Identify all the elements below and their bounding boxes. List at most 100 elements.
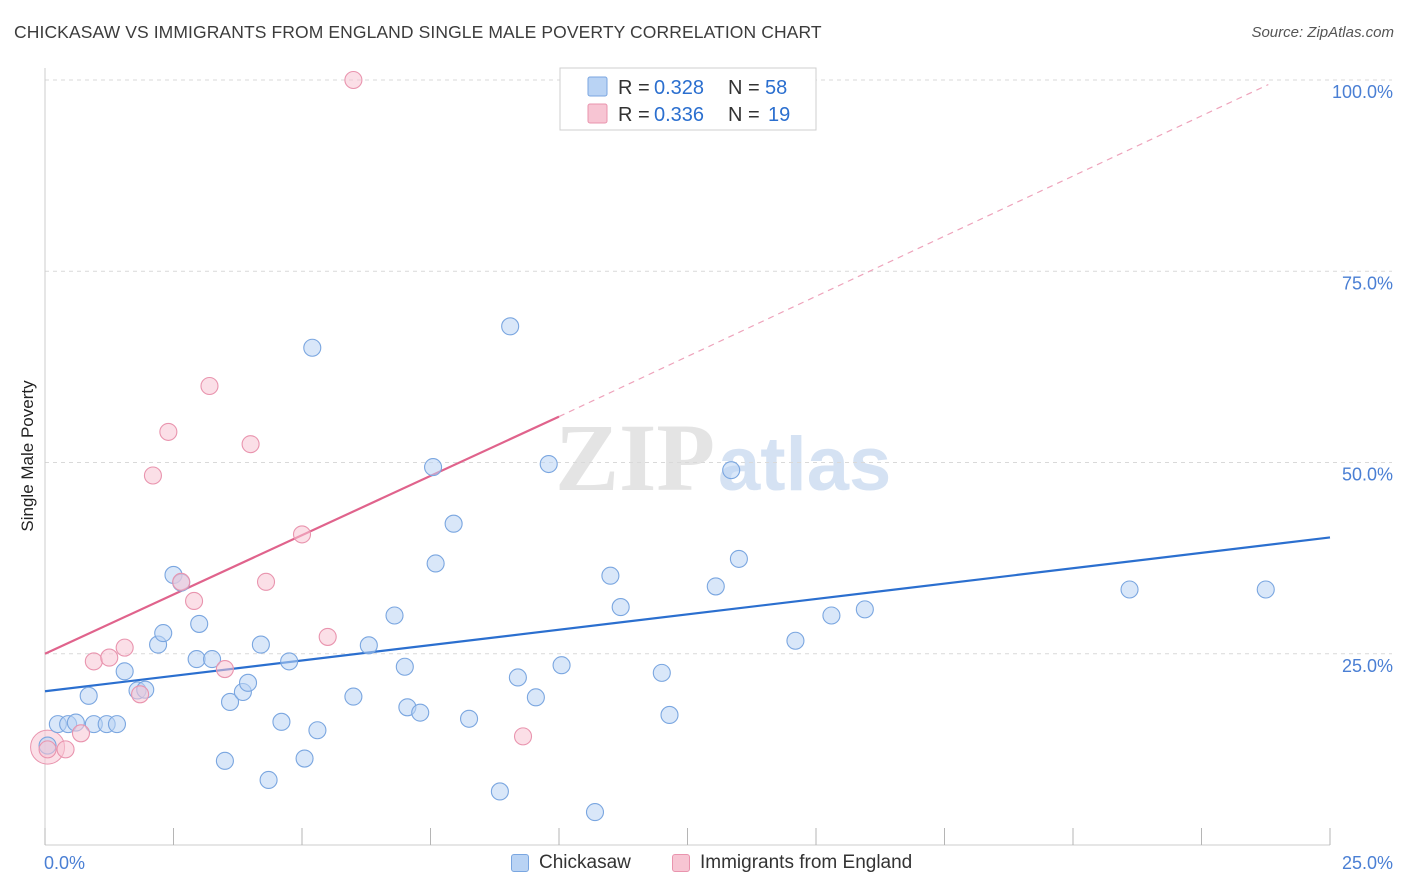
point-england — [292, 525, 312, 544]
legend-r-value-chickasaw: 0.328 — [654, 77, 704, 99]
point-england — [84, 652, 103, 671]
point-england — [344, 70, 363, 90]
point-chickasaw — [601, 566, 620, 585]
point-chickasaw — [426, 554, 445, 573]
point-chickasaw — [611, 598, 630, 617]
point-chickasaw — [190, 614, 209, 633]
point-chickasaw — [115, 662, 134, 681]
point-chickasaw — [526, 688, 545, 707]
point-chickasaw — [1120, 580, 1139, 599]
y-tick-label: 25.0% — [1342, 656, 1393, 676]
point-england — [318, 627, 337, 646]
legend-r-value-england: 0.336 — [654, 104, 704, 126]
x-tick-label: 25.0% — [1342, 853, 1393, 873]
point-chickasaw — [187, 650, 206, 669]
point-chickasaw — [786, 631, 805, 650]
watermark: ZIP atlas — [555, 404, 891, 511]
point-england — [56, 740, 75, 759]
trend-lines — [44, 84, 1331, 693]
point-chickasaw — [238, 673, 258, 692]
point-england — [172, 572, 191, 591]
point-chickasaw — [411, 703, 430, 722]
point-chickasaw — [359, 636, 378, 655]
trend-line-england-extended — [558, 84, 1269, 418]
point-england — [131, 685, 150, 704]
y-tick-label: 100.0% — [1332, 82, 1393, 102]
x-tick-label: 0.0% — [44, 853, 85, 873]
point-england — [159, 422, 178, 441]
point-england — [200, 376, 219, 396]
watermark-zip: ZIP — [555, 404, 715, 511]
point-chickasaw — [424, 458, 443, 477]
axes — [44, 68, 1331, 846]
bottom-legend-chickasaw: Chickasaw — [511, 852, 631, 874]
legend-n-value-chickasaw: 58 — [765, 77, 787, 99]
legend-n-value-england: 19 — [768, 104, 790, 126]
point-chickasaw — [107, 715, 127, 734]
point-chickasaw — [251, 635, 270, 654]
point-chickasaw — [660, 705, 679, 725]
point-chickasaw — [280, 652, 299, 671]
point-england — [71, 724, 91, 743]
point-chickasaw — [385, 606, 404, 625]
point-chickasaw — [220, 692, 240, 711]
point-chickasaw — [259, 770, 278, 790]
legend-swatch-chickasaw — [587, 76, 608, 97]
legend-n-label: N = — [728, 77, 760, 99]
point-chickasaw — [706, 577, 725, 596]
bottom-legend-label: Chickasaw — [539, 852, 631, 873]
point-chickasaw — [855, 600, 874, 619]
point-chickasaw — [552, 656, 571, 675]
point-england — [100, 648, 119, 667]
point-chickasaw — [295, 749, 314, 768]
point-chickasaw — [303, 338, 322, 357]
trend-line-chickasaw — [44, 536, 1331, 693]
point-chickasaw — [459, 709, 479, 728]
point-chickasaw — [203, 650, 222, 669]
point-england — [185, 591, 204, 611]
watermark-atlas: atlas — [718, 422, 891, 507]
bottom-legend-england: Immigrants from England — [672, 852, 912, 874]
point-chickasaw — [1256, 580, 1275, 599]
point-chickasaw — [490, 782, 509, 801]
point-chickasaw — [79, 686, 98, 705]
point-england — [115, 638, 134, 657]
source-label: Source: ZipAtlas.com — [1251, 24, 1394, 41]
point-chickasaw — [539, 454, 558, 474]
point-chickasaw — [444, 514, 463, 533]
bottom-legend-label: Immigrants from England — [700, 852, 913, 873]
swatch-england — [672, 854, 690, 872]
point-chickasaw — [585, 803, 605, 822]
point-chickasaw — [154, 624, 173, 643]
point-england — [241, 435, 260, 454]
tick-labels: 25.0% 50.0% 75.0% 100.0% 0.0% 25.0% — [44, 82, 1393, 873]
y-tick-label: 75.0% — [1342, 273, 1393, 293]
point-chickasaw — [508, 668, 527, 687]
point-chickasaw — [501, 317, 520, 336]
point-chickasaw — [308, 721, 327, 740]
point-chickasaw — [822, 606, 841, 625]
point-england — [38, 740, 57, 759]
point-chickasaw — [652, 663, 671, 682]
point-chickasaw — [395, 657, 414, 676]
point-chickasaw — [344, 687, 363, 706]
legend-r-label: R = — [618, 77, 650, 99]
legend: R = 0.328 N = 58 R = 0.336 N = 19 — [559, 67, 817, 131]
chart-title: CHICKASAW VS IMMIGRANTS FROM ENGLAND SIN… — [14, 22, 822, 42]
swatch-chickasaw — [511, 854, 529, 872]
legend-n-label-2: N = — [728, 104, 760, 126]
point-england — [215, 659, 234, 679]
point-england — [513, 727, 533, 746]
point-england — [143, 466, 162, 485]
legend-swatch-england — [587, 103, 608, 124]
data-points — [30, 70, 1275, 822]
point-chickasaw — [722, 461, 741, 480]
point-england — [256, 572, 276, 591]
gridlines — [45, 79, 1392, 655]
point-chickasaw — [729, 549, 748, 568]
legend-r-label-2: R = — [618, 104, 650, 126]
y-tick-label: 50.0% — [1342, 465, 1393, 485]
point-chickasaw — [272, 712, 291, 731]
point-chickasaw — [215, 751, 234, 770]
